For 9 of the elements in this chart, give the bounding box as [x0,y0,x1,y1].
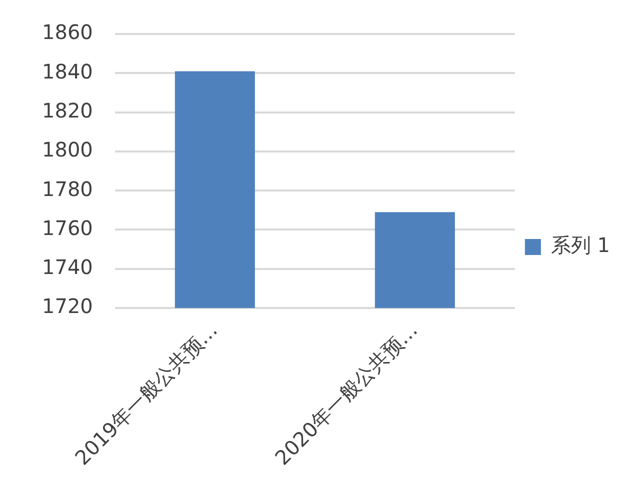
y-tick-label: 1860 [42,20,93,44]
y-tick-label: 1720 [42,294,93,318]
y-tick-label: 1840 [42,59,93,84]
y-tick-label: 1780 [42,176,93,201]
legend-label: 系列 1 [550,233,610,258]
y-tick-label: 1820 [42,98,93,122]
y-tick-label: 1740 [42,255,93,280]
y-tick-label: 1760 [42,216,93,240]
y-tick-label: 1800 [42,138,93,162]
